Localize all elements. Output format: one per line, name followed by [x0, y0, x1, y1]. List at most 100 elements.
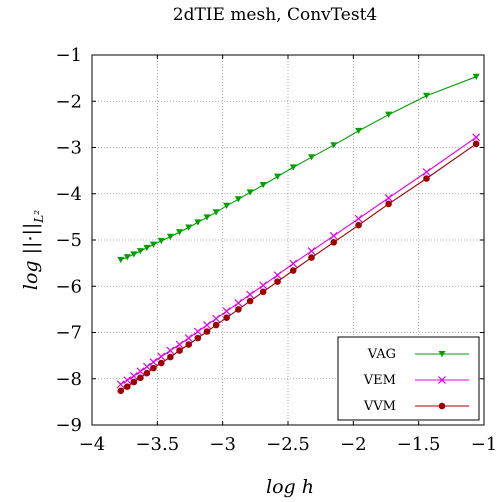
data-point-vem: [222, 307, 231, 316]
data-point-vag: [117, 256, 125, 264]
data-point-vem: [116, 380, 125, 389]
data-point-vem: [307, 247, 316, 256]
data-point-vag: [423, 92, 431, 99]
data-point-vag: [143, 244, 151, 252]
legend: VAG VEM VVM: [337, 336, 480, 421]
x-tick-label: −1: [471, 434, 498, 455]
data-point-vag: [203, 214, 211, 221]
data-point-vag: [246, 189, 254, 196]
data-point-vem: [212, 314, 221, 323]
data-point-vvm: [167, 353, 174, 361]
data-point-vag: [234, 196, 242, 203]
data-point-vem: [234, 298, 243, 307]
x-tick-label: −2.5: [266, 434, 310, 455]
data-point-vem: [384, 193, 393, 202]
data-point-vag: [223, 202, 231, 209]
data-point-vag: [355, 127, 363, 135]
data-point-vag: [176, 229, 184, 236]
data-point-vem: [472, 133, 481, 142]
data-point-vag: [330, 142, 338, 149]
data-point-vag: [472, 73, 480, 80]
series-vem: [116, 133, 481, 389]
legend-marker-vag: [438, 351, 446, 358]
y-tick-label: −6: [55, 276, 82, 297]
y-tick-label: −4: [55, 184, 82, 205]
data-point-vvm: [194, 334, 202, 342]
y-tick-label: −1: [55, 45, 82, 66]
x-tick-label: −3: [209, 434, 236, 455]
y-axis-label-sub: L²: [32, 210, 46, 224]
data-point-vvm: [274, 278, 281, 285]
data-point-vem: [157, 352, 166, 361]
data-point-vvm: [176, 347, 183, 354]
data-point-vem: [175, 340, 184, 349]
x-tick-label: −3.5: [135, 434, 179, 455]
data-point-vvm: [423, 175, 430, 182]
data-point-vag: [166, 233, 174, 240]
y-tick-label: −3: [55, 138, 82, 159]
data-point-vem: [166, 346, 175, 355]
data-point-vag: [259, 181, 267, 189]
x-tick-label: −4: [79, 434, 106, 455]
data-point-vem: [142, 362, 151, 371]
y-tick-label: −8: [55, 369, 82, 390]
legend-label-vem: VEM: [363, 373, 396, 388]
data-point-vem: [184, 334, 193, 342]
data-point-vvm: [289, 267, 297, 274]
data-point-vvm: [117, 387, 125, 395]
data-point-vag: [185, 224, 193, 231]
data-point-vem: [246, 290, 255, 299]
data-point-vem: [129, 372, 138, 380]
data-point-vvm: [235, 306, 242, 313]
data-point-vvm: [143, 369, 151, 377]
data-point-vvm: [223, 314, 230, 322]
data-point-vvm: [246, 297, 254, 305]
data-point-vvm: [123, 383, 131, 390]
legend-label-vag: VAG: [367, 347, 396, 362]
series-line-vag: [120, 76, 477, 261]
data-point-vem: [329, 231, 338, 240]
legend-box: [337, 336, 480, 421]
data-point-vag: [308, 154, 316, 161]
data-point-vem: [203, 321, 211, 330]
data-point-vem: [193, 327, 202, 336]
data-point-vvm: [385, 200, 392, 208]
data-point-vvm: [130, 378, 138, 386]
legend-marker-vvm: [438, 402, 446, 410]
x-tick-label: −2: [340, 434, 367, 455]
data-point-vag: [274, 173, 282, 180]
data-point-vag: [157, 237, 165, 245]
data-point-vem: [149, 358, 158, 367]
data-point-vvm: [259, 288, 267, 296]
data-point-vvm: [203, 328, 211, 335]
y-axis-label-group: log ||·||L²: [20, 210, 46, 290]
series-vvm: [117, 140, 480, 395]
data-point-vvm: [472, 140, 480, 148]
data-point-vem: [354, 214, 363, 223]
data-point-vem: [289, 259, 298, 268]
data-point-vag: [130, 251, 138, 258]
legend-label-vvm: VVM: [363, 399, 396, 414]
data-point-vvm: [212, 321, 220, 329]
plot-frame: [91, 54, 485, 426]
data-point-vvm: [308, 254, 315, 261]
data-point-vag: [149, 241, 157, 248]
data-point-vem: [259, 281, 268, 290]
data-point-vvm: [157, 359, 165, 367]
data-point-vvm: [150, 364, 157, 372]
data-point-vag: [385, 111, 393, 118]
data-point-vag: [136, 248, 144, 255]
y-tick-label: −2: [55, 91, 82, 112]
series-vag: [117, 73, 480, 264]
data-point-vvm: [137, 374, 144, 382]
y-axis-label: log ||·||L²: [20, 210, 46, 290]
series-layer: [116, 73, 481, 395]
data-point-vvm: [330, 239, 338, 246]
x-tick-label: −1.5: [397, 434, 441, 455]
data-point-vvm: [185, 341, 192, 348]
data-point-vem: [136, 367, 145, 376]
y-tick-labels: −9 −8 −7 −6 −5 −4 −3 −2 −1: [55, 45, 82, 436]
data-point-vvm: [355, 221, 362, 229]
legend-marker-vem: [438, 376, 446, 384]
data-point-vag: [194, 219, 202, 226]
